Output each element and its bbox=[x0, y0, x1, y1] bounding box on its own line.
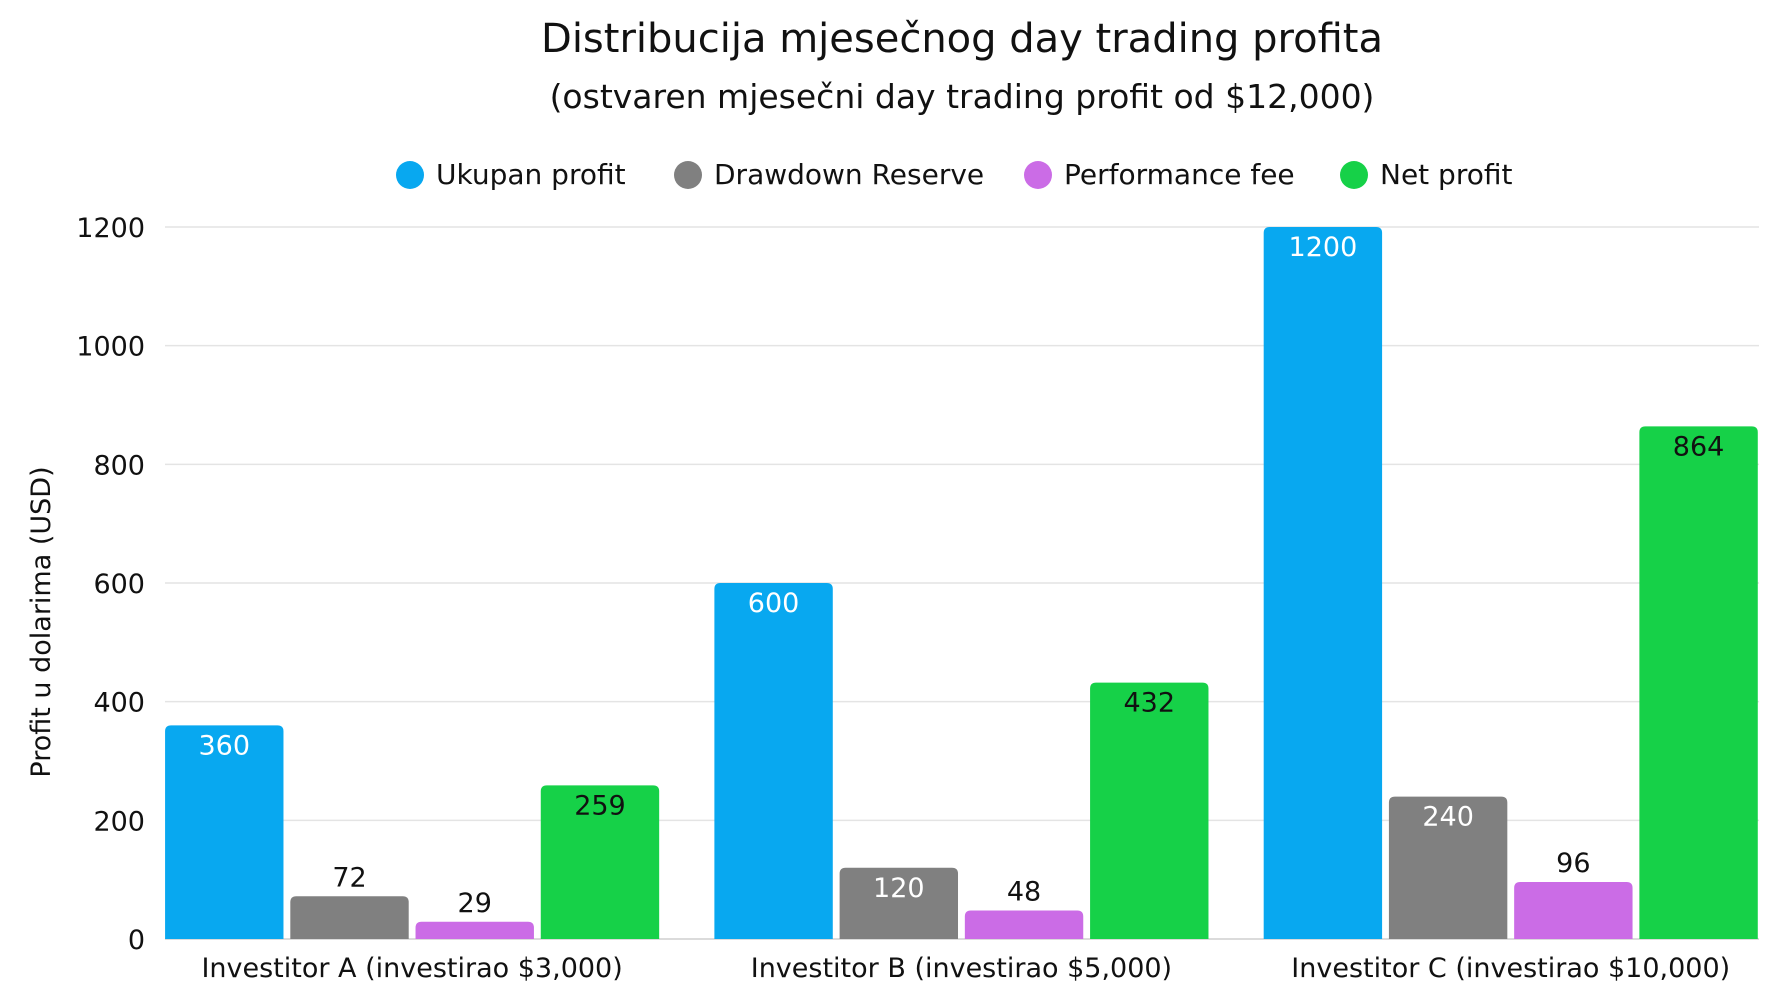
labels: 360 72 29 259 Investitor A (investirao $3,00… bbox=[199, 232, 1731, 984]
bar bbox=[1263, 227, 1383, 939]
legend-label: Performance fee bbox=[1064, 158, 1295, 191]
data-label: 259 bbox=[574, 790, 626, 821]
y-tick-label: 400 bbox=[93, 688, 145, 719]
bar bbox=[839, 867, 959, 939]
data-label: 96 bbox=[1556, 848, 1590, 879]
legend-marker bbox=[1340, 161, 1368, 189]
data-label: 72 bbox=[332, 862, 366, 893]
x-tick-label: Investitor B (investirao $5,000) bbox=[751, 953, 1172, 984]
y-axis-label: Profit u dolarima (USD) bbox=[26, 466, 57, 777]
data-label: 240 bbox=[1422, 802, 1474, 833]
legend-label: Ukupan profit bbox=[436, 158, 626, 191]
bar bbox=[540, 785, 660, 939]
bar bbox=[1639, 426, 1758, 939]
legend-label: Drawdown Reserve bbox=[714, 158, 984, 191]
bar bbox=[1090, 682, 1209, 939]
data-label: 432 bbox=[1124, 688, 1176, 719]
bar bbox=[415, 921, 534, 939]
legend-marker bbox=[674, 161, 702, 189]
bars bbox=[165, 227, 1758, 939]
y-tick-label: 800 bbox=[93, 450, 145, 481]
legend: Ukupan profit Drawdown Reserve Performance… bbox=[396, 158, 1512, 191]
y-tick-label: 0 bbox=[128, 925, 145, 956]
bar bbox=[290, 896, 409, 939]
data-label: 864 bbox=[1673, 431, 1725, 462]
data-label: 120 bbox=[873, 873, 925, 904]
legend-label: Net profit bbox=[1380, 158, 1512, 191]
y-tick-label: 1200 bbox=[76, 213, 145, 244]
data-label: 29 bbox=[458, 888, 492, 919]
data-label: 1200 bbox=[1289, 232, 1358, 263]
y-tick-label: 200 bbox=[93, 806, 145, 837]
bar bbox=[1514, 882, 1633, 939]
y-tick-label: 600 bbox=[93, 569, 145, 600]
data-label: 360 bbox=[199, 730, 251, 761]
legend-marker bbox=[1024, 161, 1052, 189]
legend-marker bbox=[396, 161, 424, 189]
data-label: 600 bbox=[748, 588, 800, 619]
data-label: 48 bbox=[1007, 877, 1041, 908]
gridlines: 0 200 400 600 800 1000 1200 bbox=[76, 213, 1759, 956]
bar bbox=[714, 583, 833, 939]
chart-title: Distribucija mjesečnog day trading profi… bbox=[541, 16, 1383, 62]
bar bbox=[1388, 796, 1508, 939]
chart-subtitle: (ostvaren mjesečni day trading profit od… bbox=[550, 77, 1375, 116]
bar bbox=[964, 910, 1084, 939]
x-tick-label: Investitor A (investirao $3,000) bbox=[201, 953, 622, 984]
bar bbox=[165, 725, 284, 939]
y-tick-label: 1000 bbox=[76, 332, 145, 363]
x-tick-label: Investitor C (investirao $10,000) bbox=[1291, 953, 1730, 984]
